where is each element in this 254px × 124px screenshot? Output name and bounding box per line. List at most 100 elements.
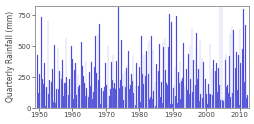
Bar: [64, 83, 65, 108]
Bar: [143, 84, 144, 108]
Bar: [144, 55, 145, 108]
Bar: [137, 86, 138, 108]
Bar: [198, 101, 199, 108]
Bar: [46, 87, 47, 108]
Bar: [118, 85, 119, 108]
Bar: [79, 85, 80, 108]
Bar: [162, 42, 163, 108]
Bar: [212, 60, 213, 108]
Bar: [131, 81, 132, 108]
Bar: [95, 36, 96, 108]
Bar: [226, 85, 227, 108]
Bar: [71, 68, 72, 108]
Bar: [177, 72, 178, 108]
Bar: [122, 74, 123, 108]
Bar: [205, 94, 206, 108]
Bar: [188, 94, 189, 108]
Bar: [167, 47, 168, 108]
Bar: [99, 24, 100, 108]
Bar: [157, 71, 158, 108]
Bar: [66, 77, 67, 108]
Y-axis label: Quarterly Rainfall (mm): Quarterly Rainfall (mm): [6, 11, 14, 102]
Bar: [87, 94, 88, 108]
Bar: [195, 48, 196, 108]
Bar: [235, 52, 236, 108]
Bar: [227, 93, 228, 108]
Bar: [53, 102, 54, 108]
Bar: [54, 45, 55, 108]
Bar: [152, 50, 153, 108]
Bar: [114, 83, 115, 108]
Bar: [243, 82, 244, 108]
Bar: [158, 84, 159, 108]
Bar: [222, 101, 223, 108]
Bar: [156, 100, 157, 108]
Bar: [154, 82, 155, 108]
Bar: [166, 85, 167, 108]
Bar: [42, 79, 43, 108]
Bar: [67, 86, 68, 108]
Bar: [94, 67, 95, 108]
Bar: [193, 93, 194, 108]
Bar: [218, 85, 219, 108]
Bar: [232, 30, 233, 108]
Bar: [175, 96, 176, 108]
Bar: [196, 79, 197, 108]
Bar: [117, 7, 118, 108]
Bar: [72, 59, 73, 108]
Bar: [38, 93, 39, 108]
Bar: [77, 74, 78, 108]
Bar: [229, 33, 230, 108]
Bar: [209, 44, 210, 108]
Bar: [98, 80, 99, 108]
Bar: [185, 69, 186, 108]
Bar: [245, 74, 246, 108]
Bar: [69, 94, 70, 108]
Bar: [142, 55, 143, 108]
Bar: [182, 43, 183, 108]
Bar: [168, 102, 169, 108]
Bar: [104, 87, 105, 108]
Bar: [186, 90, 187, 108]
Bar: [201, 98, 202, 108]
Bar: [75, 66, 76, 108]
Bar: [49, 80, 50, 108]
Bar: [108, 103, 109, 108]
Bar: [89, 86, 90, 108]
Bar: [136, 103, 137, 108]
Bar: [105, 85, 106, 108]
Bar: [239, 29, 240, 108]
Bar: [55, 93, 56, 108]
Bar: [169, 104, 170, 108]
Bar: [225, 54, 226, 108]
Bar: [52, 69, 53, 108]
Bar: [44, 62, 45, 108]
Bar: [41, 80, 42, 108]
Bar: [85, 61, 86, 108]
Bar: [45, 89, 46, 108]
Bar: [58, 90, 59, 108]
Bar: [215, 63, 216, 108]
Bar: [191, 28, 192, 108]
Bar: [86, 88, 87, 108]
Bar: [141, 74, 142, 108]
Bar: [97, 34, 98, 108]
Bar: [92, 99, 93, 108]
Bar: [107, 46, 108, 108]
Bar: [208, 94, 209, 108]
Bar: [228, 56, 229, 108]
Bar: [237, 55, 238, 108]
Bar: [163, 47, 164, 108]
Bar: [197, 69, 198, 108]
Bar: [39, 95, 40, 108]
Bar: [61, 74, 62, 108]
Bar: [121, 86, 122, 108]
Bar: [159, 44, 160, 108]
Bar: [183, 88, 184, 108]
Bar: [151, 99, 152, 108]
Bar: [83, 76, 84, 108]
Bar: [155, 64, 156, 108]
Bar: [132, 56, 133, 108]
Bar: [146, 100, 147, 108]
Bar: [101, 98, 102, 108]
